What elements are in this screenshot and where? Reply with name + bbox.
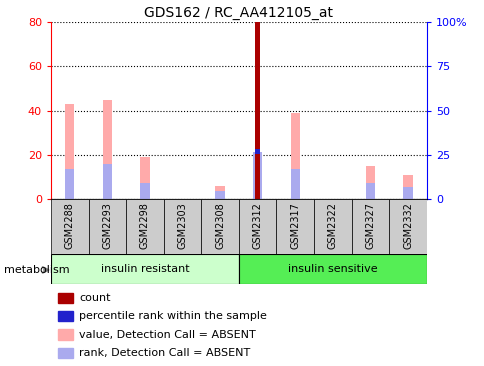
Bar — [365, 183, 374, 199]
Bar — [314, 199, 351, 254]
Text: GSM2288: GSM2288 — [64, 202, 75, 249]
Text: insulin sensitive: insulin sensitive — [287, 264, 377, 274]
Title: GDS162 / RC_AA412105_at: GDS162 / RC_AA412105_at — [144, 5, 333, 19]
Bar — [58, 311, 73, 321]
Bar — [140, 183, 149, 199]
Text: GSM2317: GSM2317 — [289, 202, 300, 249]
Bar — [164, 199, 201, 254]
Bar — [88, 199, 126, 254]
Bar — [215, 191, 224, 199]
Text: GSM2322: GSM2322 — [327, 202, 337, 249]
Bar — [238, 199, 276, 254]
Bar — [65, 104, 74, 199]
Text: GSM2293: GSM2293 — [102, 202, 112, 249]
Text: GSM2298: GSM2298 — [139, 202, 150, 249]
Bar — [365, 166, 374, 199]
Text: GSM2308: GSM2308 — [214, 202, 225, 249]
Bar — [58, 329, 73, 340]
Bar — [388, 199, 426, 254]
Text: value, Detection Call = ABSENT: value, Detection Call = ABSENT — [79, 329, 255, 340]
Text: GSM2312: GSM2312 — [252, 202, 262, 249]
Text: count: count — [79, 293, 110, 303]
Bar — [403, 175, 412, 199]
Text: rank, Detection Call = ABSENT: rank, Detection Call = ABSENT — [79, 348, 250, 358]
Bar — [51, 199, 88, 254]
Text: GSM2332: GSM2332 — [402, 202, 412, 249]
Bar — [140, 157, 149, 199]
Bar — [351, 199, 388, 254]
Text: percentile rank within the sample: percentile rank within the sample — [79, 311, 266, 321]
Bar — [290, 169, 299, 199]
Bar — [201, 199, 238, 254]
Bar — [403, 187, 412, 199]
Bar — [58, 293, 73, 303]
Bar — [215, 186, 224, 199]
Bar — [126, 199, 163, 254]
Bar — [65, 169, 74, 199]
Text: metabolism: metabolism — [4, 265, 69, 275]
Bar — [58, 348, 73, 358]
Bar — [276, 199, 314, 254]
Bar — [238, 254, 426, 284]
Bar — [103, 164, 112, 199]
Bar — [103, 100, 112, 199]
Text: GSM2327: GSM2327 — [364, 202, 375, 249]
Bar — [255, 22, 259, 199]
Bar — [290, 113, 299, 199]
Text: GSM2303: GSM2303 — [177, 202, 187, 249]
Text: insulin resistant: insulin resistant — [100, 264, 189, 274]
Bar — [253, 152, 262, 199]
Bar — [51, 254, 238, 284]
Bar — [255, 149, 259, 154]
